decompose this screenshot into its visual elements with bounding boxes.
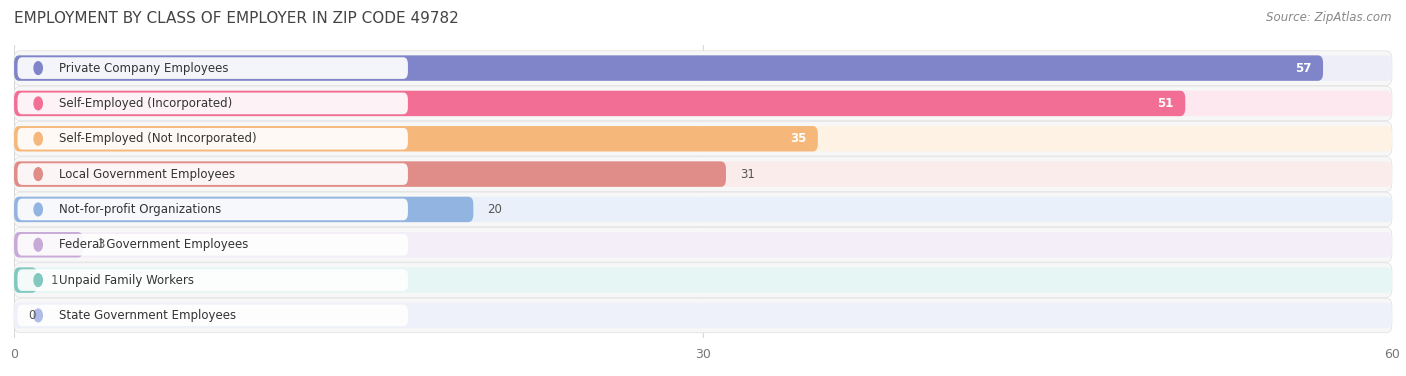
FancyBboxPatch shape <box>14 51 1392 85</box>
Circle shape <box>34 274 42 287</box>
FancyBboxPatch shape <box>14 192 1392 227</box>
Text: State Government Employees: State Government Employees <box>59 309 236 322</box>
FancyBboxPatch shape <box>14 126 1392 152</box>
Text: Federal Government Employees: Federal Government Employees <box>59 238 249 251</box>
FancyBboxPatch shape <box>17 92 408 114</box>
FancyBboxPatch shape <box>14 232 83 258</box>
Text: Source: ZipAtlas.com: Source: ZipAtlas.com <box>1267 11 1392 24</box>
FancyBboxPatch shape <box>17 163 408 185</box>
FancyBboxPatch shape <box>14 126 818 152</box>
Circle shape <box>34 238 42 251</box>
FancyBboxPatch shape <box>14 86 1392 121</box>
FancyBboxPatch shape <box>14 197 1392 222</box>
Text: 31: 31 <box>740 168 755 180</box>
FancyBboxPatch shape <box>17 128 408 150</box>
FancyBboxPatch shape <box>14 161 1392 187</box>
Text: 57: 57 <box>1295 62 1312 74</box>
FancyBboxPatch shape <box>14 298 1392 333</box>
FancyBboxPatch shape <box>14 157 1392 191</box>
Circle shape <box>34 132 42 145</box>
FancyBboxPatch shape <box>14 161 725 187</box>
FancyBboxPatch shape <box>14 267 1392 293</box>
Text: 51: 51 <box>1157 97 1174 110</box>
FancyBboxPatch shape <box>17 57 408 79</box>
Text: 0: 0 <box>28 309 35 322</box>
Text: 20: 20 <box>486 203 502 216</box>
FancyBboxPatch shape <box>14 263 1392 297</box>
Text: 35: 35 <box>790 132 807 145</box>
Text: 1: 1 <box>51 274 58 287</box>
FancyBboxPatch shape <box>14 303 1392 328</box>
FancyBboxPatch shape <box>17 269 408 291</box>
Text: Self-Employed (Not Incorporated): Self-Employed (Not Incorporated) <box>59 132 256 145</box>
Text: Private Company Employees: Private Company Employees <box>59 62 228 74</box>
FancyBboxPatch shape <box>14 267 37 293</box>
Circle shape <box>34 97 42 110</box>
FancyBboxPatch shape <box>14 55 1323 81</box>
Circle shape <box>34 203 42 216</box>
FancyBboxPatch shape <box>17 305 408 326</box>
Circle shape <box>34 309 42 322</box>
Circle shape <box>34 168 42 180</box>
Text: 3: 3 <box>97 238 104 251</box>
FancyBboxPatch shape <box>17 199 408 220</box>
Text: Self-Employed (Incorporated): Self-Employed (Incorporated) <box>59 97 232 110</box>
Text: Unpaid Family Workers: Unpaid Family Workers <box>59 274 194 287</box>
Text: Not-for-profit Organizations: Not-for-profit Organizations <box>59 203 221 216</box>
FancyBboxPatch shape <box>14 91 1392 116</box>
FancyBboxPatch shape <box>14 121 1392 156</box>
Text: EMPLOYMENT BY CLASS OF EMPLOYER IN ZIP CODE 49782: EMPLOYMENT BY CLASS OF EMPLOYER IN ZIP C… <box>14 11 458 26</box>
Circle shape <box>34 62 42 74</box>
FancyBboxPatch shape <box>17 234 408 256</box>
FancyBboxPatch shape <box>14 227 1392 262</box>
FancyBboxPatch shape <box>14 91 1185 116</box>
FancyBboxPatch shape <box>14 197 474 222</box>
FancyBboxPatch shape <box>14 232 1392 258</box>
FancyBboxPatch shape <box>14 55 1392 81</box>
Text: Local Government Employees: Local Government Employees <box>59 168 235 180</box>
